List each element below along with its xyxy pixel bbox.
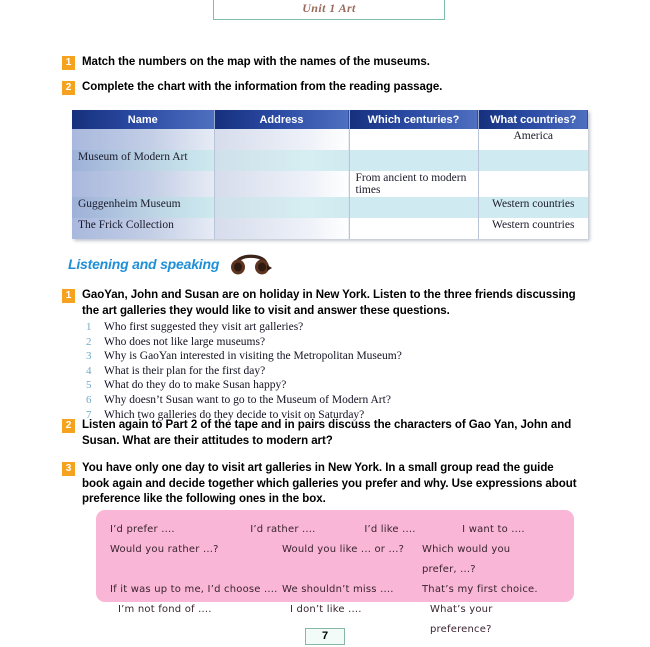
cell-countries[interactable]: America [478,129,588,150]
banner-caption: Unit 1 Art [302,1,356,15]
question-number: 7 [86,408,92,421]
column-header-centuries: Which centuries? [349,110,479,129]
task-listen-questions: 1 GaoYan, John and Susan are on holiday … [62,288,582,319]
expressions-row: I’m not fond of .... I don’t like .... W… [110,600,560,640]
list-item: 4 What is their plan for the first day? [86,364,546,379]
expression-phrase: I’m not fond of .... [118,604,212,615]
task-number-badge: 3 [62,462,75,476]
column-header-name: Name [72,110,215,129]
expression-phrase: I’d like .... [364,524,416,535]
question-number: 3 [86,350,92,363]
task-number-badge: 2 [62,81,75,95]
cell-centuries[interactable] [349,129,479,150]
table-row: From ancient to modern times [72,171,588,197]
column-header-countries: What countries? [478,110,588,129]
table-row: Guggenheim Museum Western countries [72,197,588,218]
expression-phrase: That’s my first choice. [422,584,538,595]
question-text: What do they do to make Susan happy? [104,379,287,392]
cell-countries[interactable]: Western countries [478,218,588,239]
expressions-row: If it was up to me, I’d choose .... We s… [110,580,560,600]
expression-phrase: Which would you prefer, ...? [422,544,511,575]
question-text: Who first suggested they visit art galle… [104,321,304,333]
question-text: Why doesn’t Susan want to go to the Muse… [104,393,391,406]
cell-countries[interactable] [478,150,588,171]
cell-name[interactable]: Guggenheim Museum [72,197,215,218]
cell-name[interactable]: Museum of Modern Art [72,150,215,171]
museum-chart-table: Name Address Which centuries? What count… [72,110,588,239]
table-row: America [72,129,588,150]
question-number: 5 [86,379,92,392]
listening-question-list: 1 Who first suggested they visit art gal… [86,320,546,422]
headphones-icon [229,246,273,281]
expression-phrase: I don’t like .... [290,604,362,615]
question-number: 4 [86,364,92,377]
question-number: 6 [86,393,92,406]
section-heading-listening-speaking: Listening and speaking [68,246,273,281]
expressions-row: I’d prefer .... I’d rather .... I’d like… [110,520,560,540]
list-item: 7 Which two galleries do they decide to … [86,408,546,423]
task-one-day-discussion: 3 You have only one day to visit art gal… [62,461,582,508]
question-text: What is their plan for the first day? [104,364,266,377]
task-number-badge: 2 [62,419,75,433]
expression-phrase: If it was up to me, I’d choose .... [110,584,278,595]
question-number: 2 [86,335,92,348]
expression-phrase: We shouldn’t miss .... [282,584,394,595]
list-item: 5 What do they do to make Susan happy? [86,378,546,393]
page-number: 7 [305,628,345,645]
question-text: Which two galleries do they decide to vi… [104,408,365,421]
list-item: 2 Who does not like large museums? [86,335,546,350]
task-complete-chart: 2 Complete the chart with the informatio… [62,80,582,96]
cell-name[interactable] [72,171,215,197]
question-number: 1 [86,321,92,333]
table-row: Museum of Modern Art [72,150,588,171]
task-oneday-text: You have only one day to visit art galle… [82,462,577,505]
cell-address[interactable] [214,129,350,150]
task-chart-text: Complete the chart with the information … [82,81,443,93]
unit-banner: Unit 1 Art [213,0,445,20]
list-item: 1 Who first suggested they visit art gal… [86,320,546,335]
cell-address[interactable] [214,197,350,218]
cell-centuries[interactable]: From ancient to modern times [349,171,479,197]
column-header-address: Address [214,110,350,129]
expression-phrase: Would you like ... or ...? [282,544,405,555]
cell-name[interactable]: The Frick Collection [72,218,215,239]
task-number-badge: 1 [62,56,75,70]
expression-phrase: I’d prefer .... [110,524,175,535]
task-match-numbers: 1 Match the numbers on the map with the … [62,55,582,71]
expression-phrase: I’d rather .... [250,524,316,535]
cell-name[interactable] [72,129,215,150]
expression-phrase: I want to .... [462,524,525,535]
cell-address[interactable] [214,171,350,197]
task-listen-again: 2 Listen again to Part 2 of the tape and… [62,418,577,449]
cell-centuries[interactable] [349,150,479,171]
task-again-text: Listen again to Part 2 of the tape and i… [82,419,572,447]
cell-countries[interactable] [478,171,588,197]
list-item: 3 Why is GaoYan interested in visiting t… [86,349,546,364]
cell-address[interactable] [214,150,350,171]
table-header-row: Name Address Which centuries? What count… [72,110,588,129]
cell-countries[interactable]: Western countries [478,197,588,218]
task-listen-text: GaoYan, John and Susan are on holiday in… [82,289,576,317]
section-heading-label: Listening and speaking [68,255,220,272]
list-item: 6 Why doesn’t Susan want to go to the Mu… [86,393,546,408]
table-row: The Frick Collection Western countries [72,218,588,239]
question-text: Who does not like large museums? [104,335,266,348]
expressions-row: Would you rather ...? Would you like ...… [110,540,560,580]
expression-phrase: Would you rather ...? [110,544,219,555]
task-number-badge: 1 [62,289,75,303]
cell-centuries[interactable] [349,218,479,239]
expression-phrase: What’s your preference? [430,604,493,635]
question-text: Why is GaoYan interested in visiting the… [104,350,402,363]
task-match-text: Match the numbers on the map with the na… [82,56,430,68]
cell-centuries[interactable] [349,197,479,218]
cell-address[interactable] [214,218,350,239]
expressions-box: I’d prefer .... I’d rather .... I’d like… [96,510,574,635]
